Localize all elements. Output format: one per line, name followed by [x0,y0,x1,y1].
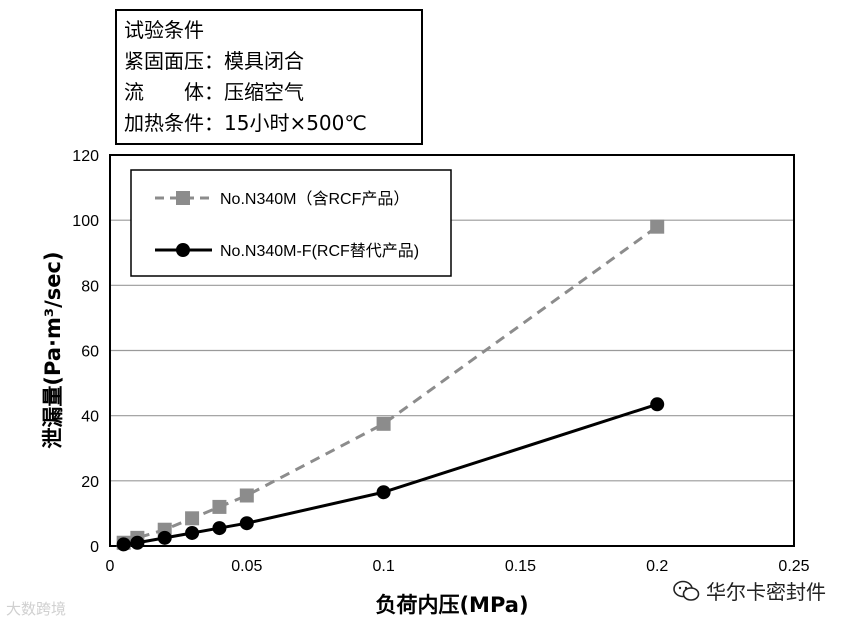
data-point [212,499,227,514]
x-tick-label: 0 [106,558,115,575]
y-tick-label: 100 [72,213,99,230]
data-point [239,488,254,503]
data-point [650,397,665,412]
watermark-left: 大数跨境 [6,600,67,618]
data-point [185,525,200,540]
x-tick-label: 0.25 [778,558,809,575]
test-conditions-box: 试验条件 紧固面压：模具闭合 流 体：压缩空气 加热条件：15小时×500℃ [115,9,423,145]
legend-label: No.N340M-F(RCF替代产品) [220,242,419,260]
data-point [185,511,200,526]
data-point [130,535,145,550]
legend-marker [176,243,190,257]
condition-heating: 加热条件：15小时×500℃ [124,111,367,135]
data-point [376,485,391,500]
condition-fluid: 流 体：压缩空气 [124,80,304,104]
data-point [157,530,172,545]
x-tick-label: 0.2 [646,558,668,575]
series-1 [116,397,665,552]
x-axis-label: 负荷内压(MPa) [375,593,528,617]
wechat-icon [673,580,700,601]
y-tick-label: 20 [81,474,99,491]
conditions-title: 试验条件 [124,18,204,42]
y-axis-label: 泄漏量(Pa·m³/sec) [41,251,65,448]
data-point [239,516,254,531]
y-tick-label: 80 [81,278,99,295]
y-tick-label: 120 [72,148,99,165]
y-tick-label: 60 [81,344,99,361]
y-tick-label: 40 [81,409,99,426]
legend-box [130,169,452,277]
y-tick-label: 0 [90,539,99,556]
x-tick-label: 0.1 [372,558,394,575]
data-point [212,521,227,536]
axis-ticks: 0 20 40 60 80 100 120 0 0.05 0.1 0.15 0.2 0.25 [72,148,809,575]
x-tick-label: 0.05 [231,558,262,575]
series [116,219,665,552]
condition-clamp-pressure: 紧固面压：模具闭合 [124,49,304,73]
legend-marker [176,191,190,205]
data-point [116,537,131,552]
legend: No.N340M（含RCF产品） No.N340M-F(RCF替代产品) [130,169,452,277]
data-point [376,416,391,431]
watermark-right-text: 华尔卡密封件 [706,580,826,604]
data-point [650,219,665,234]
legend-label: No.N340M（含RCF产品） [220,190,409,208]
x-tick-label: 0.15 [505,558,536,575]
plot-frame [109,154,795,547]
watermark-right: 华尔卡密封件 [672,576,826,605]
